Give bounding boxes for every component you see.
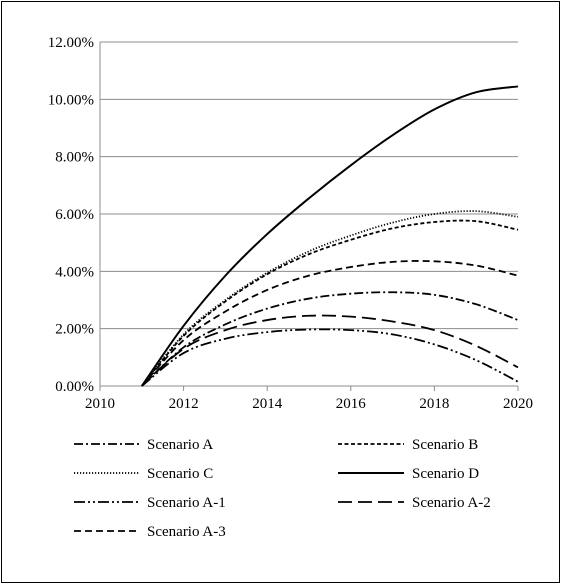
series-lines	[140, 85, 519, 387]
y-tick-label: 0.00%	[55, 379, 94, 395]
y-tick-label: 8.00%	[55, 150, 94, 166]
y-axis-tick-labels: 0.00% 2.00% 4.00% 6.00% 8.00% 10.00% 12.00%	[48, 35, 94, 395]
legend: Scenario A Scenario B Scenario C Scenario D…	[74, 437, 491, 540]
series-line-scenario-c	[141, 210, 519, 387]
legend-label: Scenario A-3	[147, 524, 226, 540]
axes	[99, 42, 518, 387]
x-tick-label: 2012	[169, 396, 199, 412]
legend-label: Scenario A	[147, 437, 213, 453]
series-line-scenario-d	[140, 85, 519, 387]
series-line-scenario-a-2	[141, 314, 519, 387]
y-tick-label: 6.00%	[55, 207, 94, 223]
legend-label: Scenario A-1	[147, 495, 226, 511]
legend-label: Scenario C	[147, 466, 213, 482]
y-tick-label: 4.00%	[55, 264, 94, 280]
series-line-scenario-a-1	[141, 328, 519, 387]
y-tick-label: 10.00%	[48, 92, 94, 108]
series-line-scenario-b	[141, 219, 519, 387]
y-tick-label: 2.00%	[55, 322, 94, 338]
gridlines	[100, 41, 518, 387]
legend-label: Scenario A-2	[412, 495, 491, 511]
line-chart: 0.00% 2.00% 4.00% 6.00% 8.00% 10.00% 12.00% 20…	[48, 35, 533, 540]
legend-label: Scenario D	[412, 466, 479, 482]
y-tick-label: 12.00%	[48, 35, 94, 51]
x-tick-label: 2014	[252, 396, 283, 412]
series-line-scenario-a-3	[141, 260, 519, 387]
x-tick-label: 2016	[336, 396, 367, 412]
series-line-scenario-a	[141, 291, 519, 387]
legend-label: Scenario B	[412, 437, 478, 453]
x-tick-label: 2018	[419, 396, 449, 412]
x-tick-label: 2020	[503, 396, 533, 412]
x-axis-tick-labels: 2010 2012 2014 2016 2018 2020	[85, 386, 533, 412]
x-tick-label: 2010	[85, 396, 115, 412]
